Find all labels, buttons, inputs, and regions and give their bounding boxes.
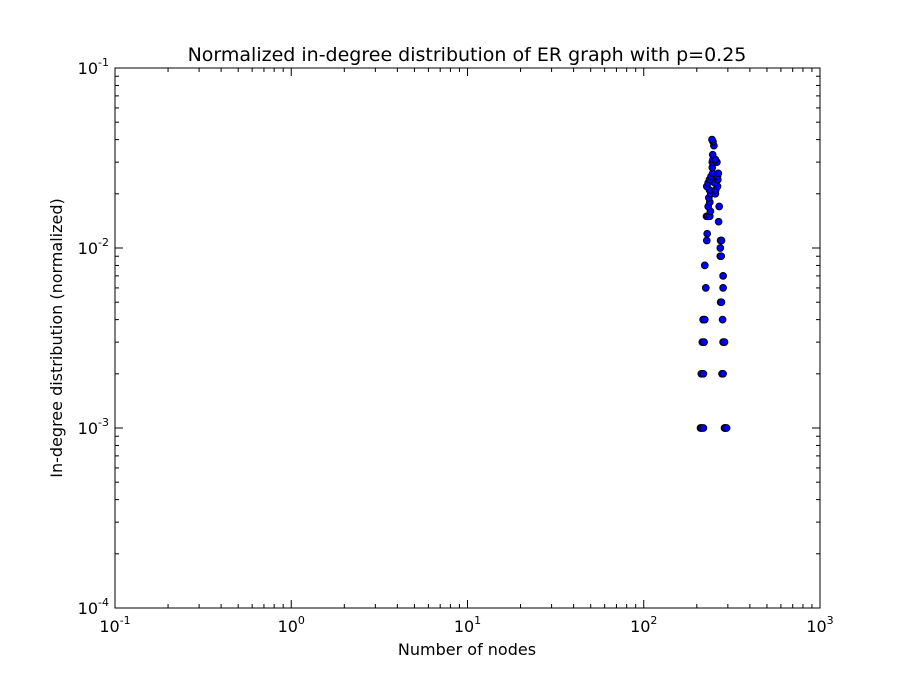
data-point bbox=[699, 424, 708, 432]
data-point bbox=[717, 298, 726, 307]
x-tick-base: 10 bbox=[630, 617, 650, 636]
data-point bbox=[708, 150, 717, 159]
x-axis-label: Number of nodes bbox=[398, 640, 536, 659]
x-tick-base: 10 bbox=[806, 617, 826, 636]
y-tick-base: 10 bbox=[78, 59, 98, 78]
y-tick-exponent: -2 bbox=[98, 236, 109, 249]
data-point bbox=[703, 229, 712, 238]
data-point bbox=[701, 284, 710, 292]
y-tick-exponent: -1 bbox=[98, 56, 109, 69]
data-point bbox=[717, 236, 726, 245]
data-point bbox=[718, 315, 727, 324]
x-tick-exponent: -1 bbox=[120, 614, 131, 627]
data-point bbox=[720, 338, 729, 346]
y-tick-label: 10-3 bbox=[78, 416, 109, 438]
y-tick-base: 10 bbox=[78, 239, 98, 258]
y-tick-base: 10 bbox=[78, 419, 98, 438]
x-tick-label: 102 bbox=[630, 614, 657, 636]
data-point bbox=[700, 261, 709, 270]
data-point bbox=[715, 202, 724, 211]
y-tick-exponent: -4 bbox=[98, 596, 109, 609]
x-tick-base: 10 bbox=[278, 617, 298, 636]
y-tick-label: 10-4 bbox=[78, 596, 109, 618]
y-tick-base: 10 bbox=[78, 599, 98, 618]
data-point bbox=[700, 315, 709, 324]
data-point bbox=[719, 272, 727, 280]
data-point bbox=[699, 369, 708, 378]
x-tick-label: 10-1 bbox=[99, 614, 130, 636]
data-point bbox=[722, 424, 731, 432]
y-tick-exponent: -3 bbox=[98, 416, 109, 429]
plot-frame bbox=[114, 67, 821, 609]
data-point bbox=[702, 236, 711, 245]
data-point bbox=[700, 338, 708, 346]
data-point bbox=[719, 284, 727, 292]
data-point bbox=[714, 217, 723, 226]
chart-title: Normalized in-degree distribution of ER … bbox=[188, 44, 747, 66]
x-tick-base: 10 bbox=[99, 617, 119, 636]
data-point bbox=[719, 369, 727, 378]
x-tick-exponent: 3 bbox=[827, 614, 834, 627]
x-tick-exponent: 1 bbox=[474, 614, 481, 627]
data-point bbox=[714, 169, 723, 178]
x-tick-label: 100 bbox=[278, 614, 305, 636]
data-point bbox=[716, 244, 725, 252]
y-tick-label: 10-2 bbox=[78, 236, 109, 258]
x-tick-base: 10 bbox=[454, 617, 474, 636]
x-tick-label: 101 bbox=[454, 614, 481, 636]
data-point bbox=[708, 135, 716, 144]
x-tick-exponent: 2 bbox=[650, 614, 657, 627]
y-axis-label: In-degree distribution (normalized) bbox=[47, 198, 66, 477]
x-tick-label: 103 bbox=[806, 614, 833, 636]
x-tick-exponent: 0 bbox=[298, 614, 305, 627]
data-point bbox=[717, 252, 726, 261]
data-points bbox=[696, 135, 731, 432]
y-tick-label: 10-1 bbox=[78, 56, 109, 78]
